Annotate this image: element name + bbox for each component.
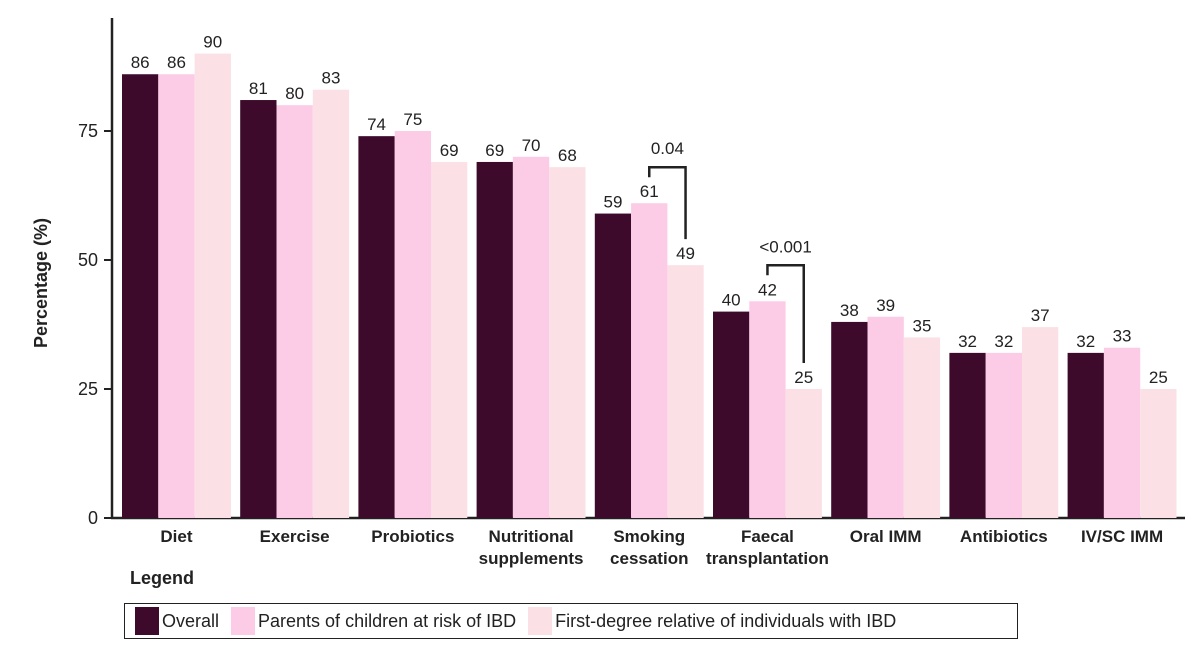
data-label: 59	[603, 193, 622, 212]
bar	[831, 321, 868, 518]
data-label: 42	[758, 280, 777, 299]
data-label: 32	[1076, 332, 1095, 351]
x-tick-label: Probiotics	[371, 527, 454, 546]
bar	[240, 100, 277, 518]
bar	[985, 352, 1022, 518]
data-label: 38	[840, 301, 859, 320]
bar	[667, 265, 704, 518]
data-label: 68	[558, 146, 577, 165]
x-tick-label: transplantation	[706, 549, 829, 568]
legend-label: First-degree relative of individuals wit…	[555, 610, 897, 631]
bar	[1067, 352, 1104, 518]
data-label: 81	[249, 79, 268, 98]
bar	[276, 105, 313, 518]
bar	[749, 301, 786, 518]
y-tick-label: 25	[78, 379, 98, 399]
data-label: 80	[285, 84, 304, 103]
data-label: 25	[794, 368, 813, 387]
x-tick-label: IV/SC IMM	[1081, 527, 1163, 546]
x-tick-label: Diet	[160, 527, 192, 546]
legend-entry: First-degree relative of individuals wit…	[528, 607, 896, 635]
data-label: 90	[203, 33, 222, 52]
data-label: 83	[321, 69, 340, 88]
significance-bracket	[648, 165, 687, 240]
data-label: 33	[1113, 327, 1132, 346]
bar	[122, 74, 159, 519]
x-tick-label: Faecal	[741, 527, 794, 546]
legend-label: Parents of children at risk of IBD	[258, 610, 517, 631]
legend-swatch	[528, 607, 553, 635]
y-tick-label: 50	[78, 250, 98, 270]
bar	[1022, 327, 1059, 518]
y-axis-title: Percentage (%)	[31, 218, 51, 348]
bar	[358, 136, 395, 518]
bar	[312, 89, 350, 518]
data-label: 49	[676, 244, 695, 263]
x-tick-label: Antibiotics	[960, 527, 1048, 546]
data-label: 69	[485, 141, 504, 160]
data-label: 35	[912, 316, 931, 335]
x-tick-label: Oral IMM	[850, 527, 922, 546]
data-label: 86	[167, 53, 186, 72]
bar	[394, 131, 431, 518]
data-label: 69	[440, 141, 459, 160]
bar	[594, 213, 632, 518]
x-tick-label: Exercise	[260, 527, 330, 546]
bar	[476, 161, 513, 518]
legend: Overall Parents of children at risk of IB…	[124, 603, 1018, 639]
data-label: 86	[131, 53, 150, 72]
legend-swatch	[231, 607, 256, 635]
x-tick-label: supplements	[479, 549, 584, 568]
p-value-label: <0.001	[759, 237, 811, 256]
x-tick-label: Nutritional	[489, 527, 574, 546]
bar	[431, 161, 468, 518]
significance-bracket	[766, 264, 805, 363]
bar	[1140, 389, 1177, 518]
bar	[1103, 347, 1141, 518]
data-label: 39	[876, 296, 895, 315]
data-label: 32	[958, 332, 977, 351]
y-tick-label: 0	[88, 508, 98, 528]
legend-swatch	[135, 607, 159, 635]
data-label: 70	[522, 136, 541, 155]
x-tick-label: cessation	[610, 549, 688, 568]
data-label: 74	[367, 115, 386, 134]
y-tick-label: 75	[78, 121, 98, 141]
legend-label: Overall	[162, 610, 220, 631]
p-value-label: 0.04	[651, 139, 684, 158]
legend-entry: Overall	[135, 607, 219, 635]
bar	[949, 352, 986, 518]
bar	[512, 156, 550, 519]
bar	[867, 316, 904, 518]
bar	[785, 389, 822, 518]
data-label: 40	[722, 291, 741, 310]
data-label: 37	[1031, 306, 1050, 325]
bar	[549, 167, 586, 518]
data-label: 61	[640, 182, 659, 201]
data-label: 25	[1149, 368, 1168, 387]
legend-title: Legend	[130, 568, 195, 588]
data-label: 32	[994, 332, 1013, 351]
bar	[713, 311, 750, 518]
x-tick-label: Smoking	[613, 527, 685, 546]
legend-entry: Parents of children at risk of IBD	[231, 607, 516, 635]
bar	[158, 74, 195, 519]
bar	[631, 203, 668, 519]
bar	[194, 53, 231, 518]
data-label: 75	[403, 110, 422, 129]
bar	[903, 337, 941, 518]
